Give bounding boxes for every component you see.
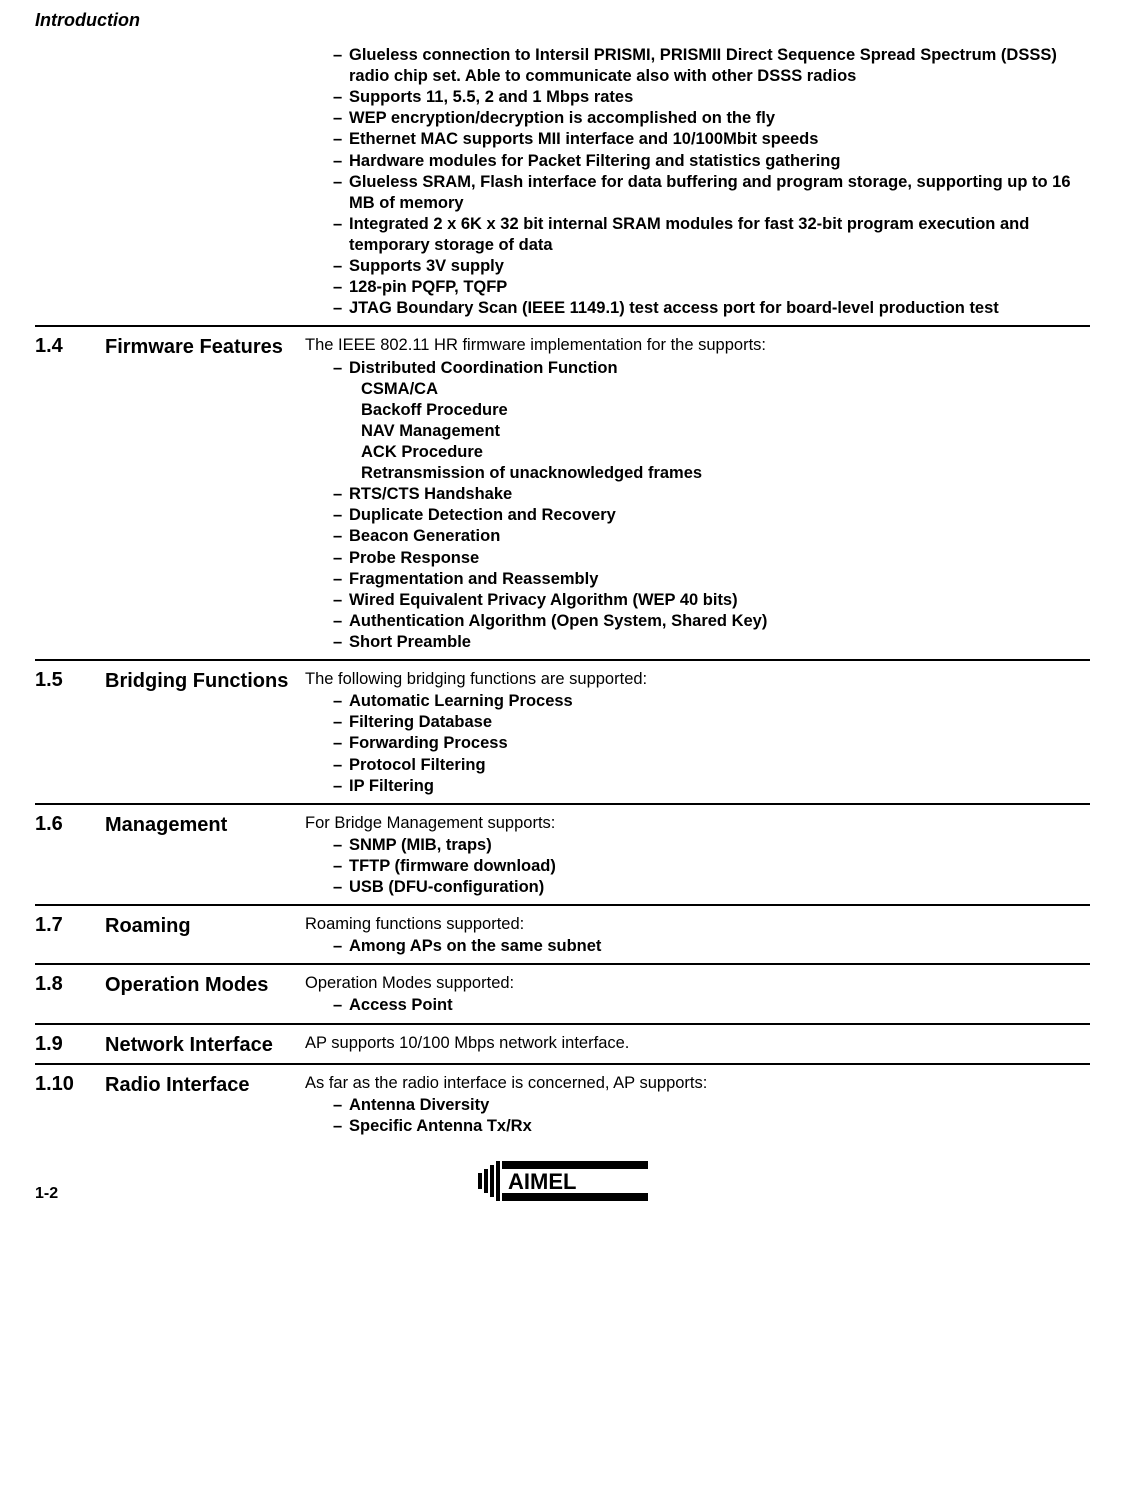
list-item: Distributed Coordination Function (305, 358, 1090, 379)
sublist: CSMA/CA Backoff Procedure NAV Management… (305, 379, 1090, 485)
list-item: Glueless SRAM, Flash interface for data … (305, 172, 1090, 214)
section-1-7: 1.7 Roaming Roaming functions supported:… (35, 904, 1090, 957)
section-lead: The IEEE 802.11 HR firmware implementati… (305, 335, 1090, 356)
list-item: Fragmentation and Reassembly (305, 569, 1090, 590)
feature-list: Access Point (305, 995, 1090, 1016)
feature-list: Distributed Coordination Function (305, 358, 1090, 379)
section-title: Network Interface (105, 1033, 305, 1057)
list-item: Among APs on the same subnet (305, 936, 1090, 957)
intro-section: Glueless connection to Intersil PRISMI, … (35, 45, 1090, 319)
list-item: Probe Response (305, 548, 1090, 569)
list-item: Filtering Database (305, 712, 1090, 733)
section-title: Firmware Features (105, 335, 305, 653)
list-item: Forwarding Process (305, 733, 1090, 754)
list-item: TFTP (firmware download) (305, 856, 1090, 877)
section-number: 1.10 (35, 1073, 105, 1137)
list-item: WEP encryption/decryption is accomplishe… (305, 108, 1090, 129)
list-item: Integrated 2 x 6K x 32 bit internal SRAM… (305, 214, 1090, 256)
page-number: 1-2 (35, 1185, 58, 1203)
feature-list: Automatic Learning Process Filtering Dat… (305, 691, 1090, 797)
list-item: Antenna Diversity (305, 1095, 1090, 1116)
section-lead: AP supports 10/100 Mbps network interfac… (305, 1033, 1090, 1054)
list-item: Wired Equivalent Privacy Algorithm (WEP … (305, 590, 1090, 611)
sub-item: ACK Procedure (305, 442, 1090, 463)
sub-item: CSMA/CA (305, 379, 1090, 400)
section-number: 1.5 (35, 669, 105, 797)
section-title: Management (105, 813, 305, 898)
page: Introduction Glueless connection to Inte… (0, 0, 1125, 1223)
list-item: Supports 11, 5.5, 2 and 1 Mbps rates (305, 87, 1090, 108)
list-item: Access Point (305, 995, 1090, 1016)
section-1-10: 1.10 Radio Interface As far as the radio… (35, 1063, 1090, 1137)
section-number: 1.8 (35, 973, 105, 1016)
section-1-9: 1.9 Network Interface AP supports 10/100… (35, 1023, 1090, 1057)
list-item: Duplicate Detection and Recovery (305, 505, 1090, 526)
section-lead: For Bridge Management supports: (305, 813, 1090, 834)
feature-list: SNMP (MIB, traps) TFTP (firmware downloa… (305, 835, 1090, 898)
section-body: Glueless connection to Intersil PRISMI, … (305, 45, 1090, 319)
list-item: Hardware modules for Packet Filtering an… (305, 151, 1090, 172)
section-body: AP supports 10/100 Mbps network interfac… (305, 1033, 1090, 1057)
list-item: Short Preamble (305, 632, 1090, 653)
list-item: JTAG Boundary Scan (IEEE 1149.1) test ac… (305, 298, 1090, 319)
page-header: Introduction (35, 10, 1090, 31)
section-lead: The following bridging functions are sup… (305, 669, 1090, 690)
list-item: Ethernet MAC supports MII interface and … (305, 129, 1090, 150)
section-body: Operation Modes supported: Access Point (305, 973, 1090, 1016)
list-item: Protocol Filtering (305, 755, 1090, 776)
section-title (105, 45, 305, 319)
section-number: 1.4 (35, 335, 105, 653)
list-item: 128-pin PQFP, TQFP (305, 277, 1090, 298)
section-title: Operation Modes (105, 973, 305, 1016)
sub-item: Backoff Procedure (305, 400, 1090, 421)
list-item: Automatic Learning Process (305, 691, 1090, 712)
section-body: The following bridging functions are sup… (305, 669, 1090, 797)
section-1-4: 1.4 Firmware Features The IEEE 802.11 HR… (35, 325, 1090, 653)
list-item: Beacon Generation (305, 526, 1090, 547)
section-number (35, 45, 105, 319)
section-lead: Operation Modes supported: (305, 973, 1090, 994)
section-lead: Roaming functions supported: (305, 914, 1090, 935)
list-item: IP Filtering (305, 776, 1090, 797)
section-body: The IEEE 802.11 HR firmware implementati… (305, 335, 1090, 653)
feature-list: RTS/CTS Handshake Duplicate Detection an… (305, 484, 1090, 653)
section-body: For Bridge Management supports: SNMP (MI… (305, 813, 1090, 898)
list-item: Specific Antenna Tx/Rx (305, 1116, 1090, 1137)
section-title: Radio Interface (105, 1073, 305, 1137)
list-item: Authentication Algorithm (Open System, S… (305, 611, 1090, 632)
list-item: USB (DFU-configuration) (305, 877, 1090, 898)
section-lead: As far as the radio interface is concern… (305, 1073, 1090, 1094)
feature-list: Antenna Diversity Specific Antenna Tx/Rx (305, 1095, 1090, 1137)
svg-text:AIMEL: AIMEL (508, 1169, 576, 1194)
section-title: Bridging Functions (105, 669, 305, 797)
section-number: 1.6 (35, 813, 105, 898)
section-1-8: 1.8 Operation Modes Operation Modes supp… (35, 963, 1090, 1016)
section-body: Roaming functions supported: Among APs o… (305, 914, 1090, 957)
list-item: RTS/CTS Handshake (305, 484, 1090, 505)
footer: 1-2 AIMEL (35, 1161, 1090, 1203)
section-body: As far as the radio interface is concern… (305, 1073, 1090, 1137)
section-number: 1.7 (35, 914, 105, 957)
section-number: 1.9 (35, 1033, 105, 1057)
section-1-6: 1.6 Management For Bridge Management sup… (35, 803, 1090, 898)
intro-list: Glueless connection to Intersil PRISMI, … (305, 45, 1090, 319)
sub-item: Retransmission of unacknowledged frames (305, 463, 1090, 484)
list-item: Supports 3V supply (305, 256, 1090, 277)
sub-item: NAV Management (305, 421, 1090, 442)
section-title: Roaming (105, 914, 305, 957)
list-item: SNMP (MIB, traps) (305, 835, 1090, 856)
feature-list: Among APs on the same subnet (305, 936, 1090, 957)
atmel-logo-icon: AIMEL (478, 1161, 648, 1206)
list-item: Glueless connection to Intersil PRISMI, … (305, 45, 1090, 87)
section-1-5: 1.5 Bridging Functions The following bri… (35, 659, 1090, 797)
